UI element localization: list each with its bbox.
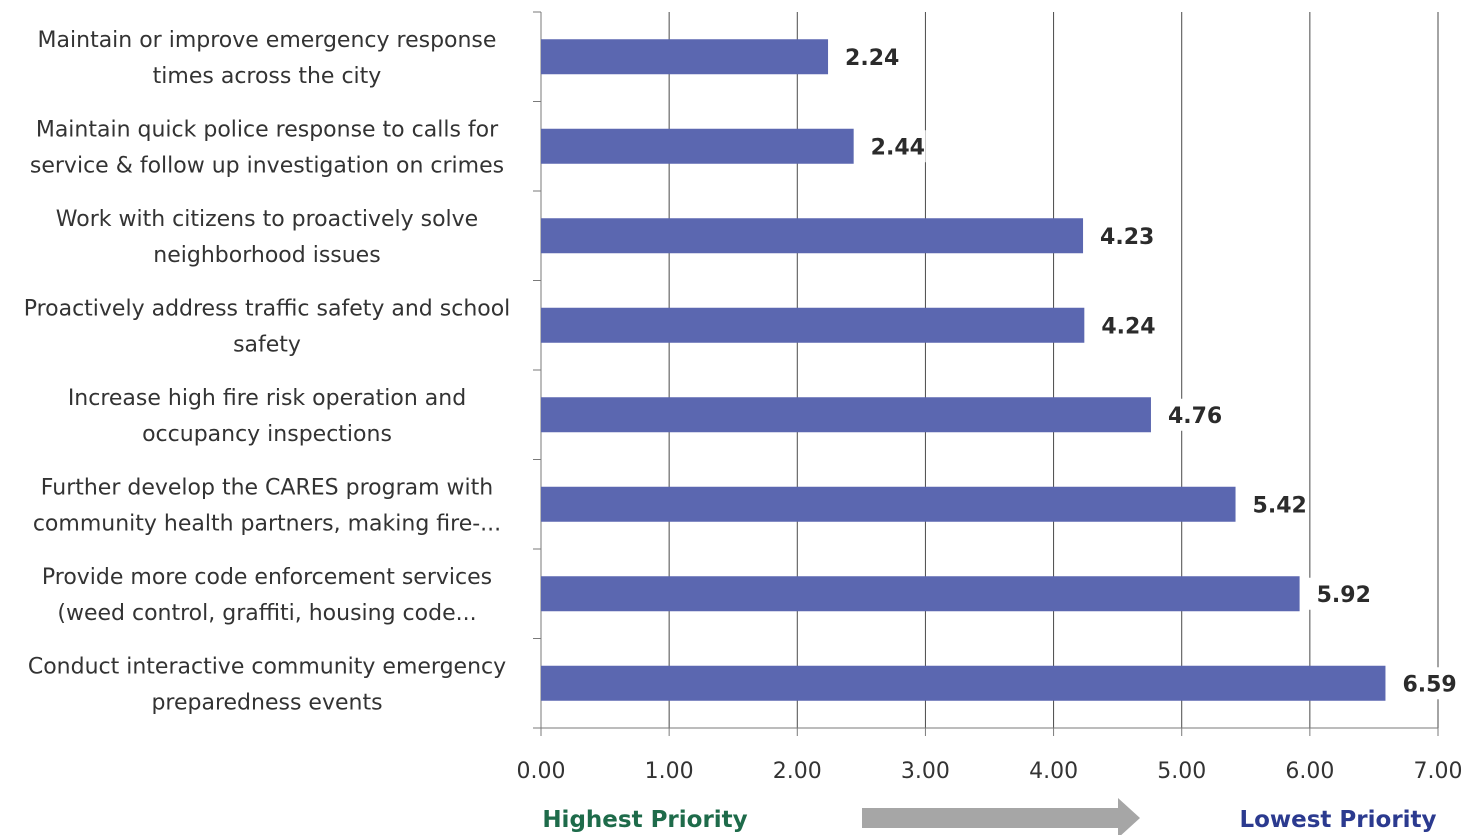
lowest-priority-label: Lowest Priority <box>1239 807 1436 833</box>
data-label-bg <box>1091 219 1156 252</box>
data-label: 4.23 <box>1100 225 1154 250</box>
x-tick-labels: 0.00 1.00 2.00 3.00 4.00 5.00 6.00 7.00 <box>517 759 1463 784</box>
category-label: community health partners, making fire-.… <box>33 511 501 536</box>
data-label: 2.44 <box>871 135 925 160</box>
data-label-bg <box>1307 577 1372 610</box>
category-label: Proactively address traffic safety and s… <box>24 296 511 321</box>
category-label: safety <box>233 332 301 357</box>
category-labels: Maintain or improve emergency response ti… <box>24 28 511 716</box>
category-label: preparedness events <box>151 690 382 715</box>
bars <box>541 39 1386 701</box>
category-label: Maintain quick police response to calls … <box>36 117 499 142</box>
highest-priority-label: Highest Priority <box>542 807 747 833</box>
bar <box>541 576 1300 612</box>
data-label-bg <box>1092 309 1157 342</box>
data-label: 6.59 <box>1402 672 1456 697</box>
priority-arrow <box>862 798 1140 835</box>
data-label-bg <box>1158 398 1223 431</box>
category-label: Conduct interactive community emergency <box>28 654 506 679</box>
category-label: Provide more code enforcement services <box>42 565 492 590</box>
category-label: Maintain or improve emergency response <box>38 28 497 53</box>
x-tick-label: 5.00 <box>1157 759 1206 784</box>
x-tick-label: 6.00 <box>1285 759 1334 784</box>
bar <box>541 486 1236 522</box>
priority-footer: Highest Priority Lowest Priority <box>542 798 1437 835</box>
bar <box>541 39 829 75</box>
data-label: 4.76 <box>1168 404 1222 429</box>
category-label: service & follow up investigation on cri… <box>30 153 504 178</box>
category-label: occupancy inspections <box>142 422 392 447</box>
x-tick-label: 1.00 <box>645 759 694 784</box>
category-label: Work with citizens to proactively solve <box>56 207 478 232</box>
x-tick-label: 2.00 <box>773 759 822 784</box>
category-label: (weed control, graffiti, housing code... <box>57 601 476 626</box>
bar <box>541 665 1386 701</box>
data-label-bg <box>1393 667 1458 700</box>
bar <box>541 128 854 164</box>
data-label: 4.24 <box>1101 314 1155 339</box>
data-labels: 2.24 2.44 4.23 4.24 4.76 5.42 5.92 6.59 <box>836 40 1458 700</box>
x-tick-label: 3.00 <box>901 759 950 784</box>
data-label: 2.24 <box>845 46 899 71</box>
category-label: times across the city <box>153 64 382 89</box>
x-tick-label: 4.00 <box>1029 759 1078 784</box>
data-label-bg <box>836 40 901 73</box>
data-label-bg <box>861 130 926 163</box>
bar <box>541 397 1151 433</box>
x-tick-label: 7.00 <box>1414 759 1463 784</box>
category-label: Increase high fire risk operation and <box>68 386 466 411</box>
x-tick-label: 0.00 <box>517 759 566 784</box>
category-label: Further develop the CARES program with <box>41 475 493 500</box>
data-label-bg <box>1243 488 1308 521</box>
bar <box>541 307 1085 343</box>
bar <box>541 218 1084 254</box>
gridlines <box>668 12 1439 728</box>
data-label: 5.42 <box>1253 493 1307 518</box>
category-label: neighborhood issues <box>153 243 380 268</box>
data-label: 5.92 <box>1317 583 1371 608</box>
